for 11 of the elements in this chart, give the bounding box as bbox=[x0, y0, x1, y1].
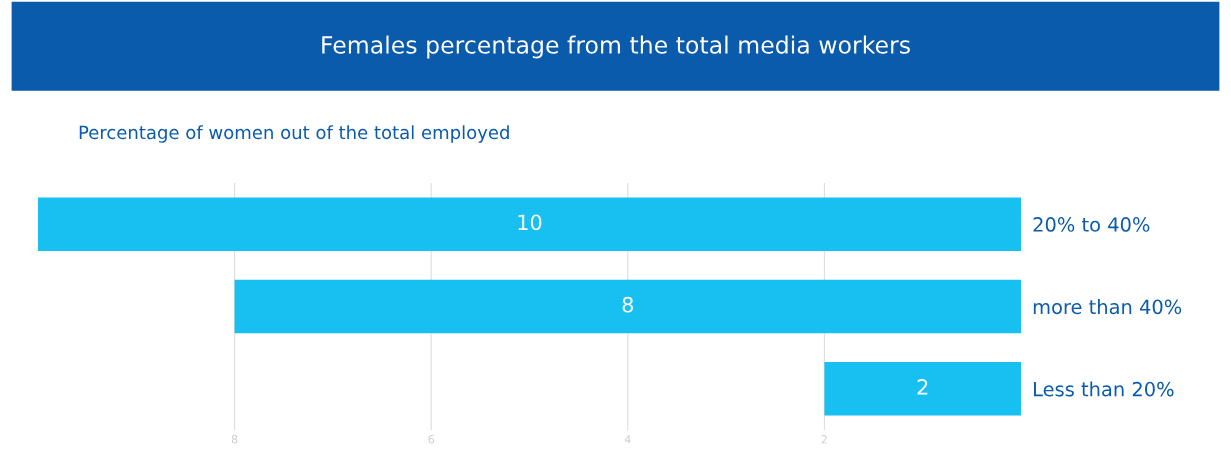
chart-subtitle: Percentage of women out of the total employed bbox=[79, 125, 509, 143]
chart-title: Females percentage from the total media workers bbox=[322, 35, 910, 59]
data-label: 2 bbox=[917, 379, 928, 395]
bar bbox=[38, 197, 1021, 251]
data-label: 10 bbox=[518, 214, 542, 231]
y-tick-label: Less than 20% bbox=[1034, 381, 1174, 397]
bar bbox=[234, 279, 1021, 334]
y-tick-label: more than 40% bbox=[1033, 299, 1182, 315]
y-tick-label: 20% to 40% bbox=[1033, 217, 1150, 232]
bar bbox=[824, 362, 1021, 416]
data-label: 8 bbox=[622, 296, 633, 313]
